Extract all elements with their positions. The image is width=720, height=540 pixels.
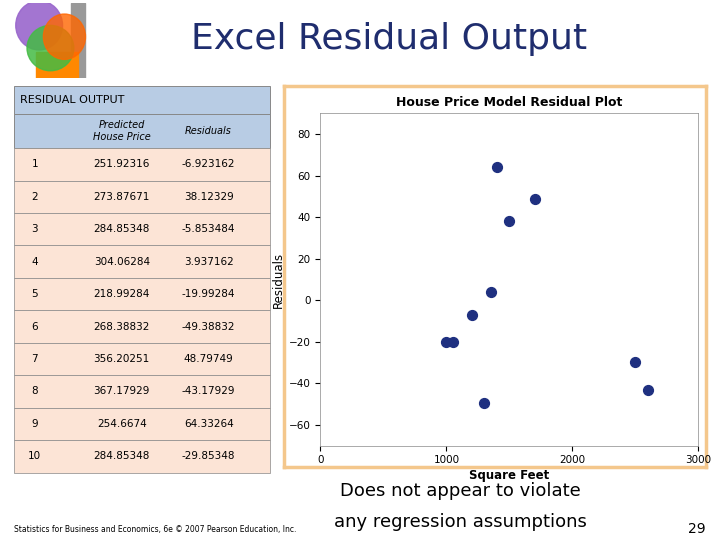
Text: 29: 29 bbox=[688, 522, 706, 536]
Text: 356.20251: 356.20251 bbox=[94, 354, 150, 364]
FancyBboxPatch shape bbox=[14, 408, 270, 440]
FancyBboxPatch shape bbox=[14, 440, 270, 472]
Text: 10: 10 bbox=[28, 451, 42, 461]
Point bbox=[642, 386, 654, 394]
FancyBboxPatch shape bbox=[14, 213, 270, 246]
FancyBboxPatch shape bbox=[14, 310, 270, 343]
Text: 7: 7 bbox=[32, 354, 38, 364]
Text: any regression assumptions: any regression assumptions bbox=[334, 513, 588, 531]
Ellipse shape bbox=[16, 1, 63, 50]
Text: RESIDUAL OUTPUT: RESIDUAL OUTPUT bbox=[19, 95, 124, 105]
Text: -43.17929: -43.17929 bbox=[182, 387, 235, 396]
FancyBboxPatch shape bbox=[14, 343, 270, 375]
Text: Residuals: Residuals bbox=[185, 126, 232, 136]
Text: 254.6674: 254.6674 bbox=[97, 419, 147, 429]
Text: 218.99284: 218.99284 bbox=[94, 289, 150, 299]
X-axis label: Square Feet: Square Feet bbox=[469, 469, 549, 482]
Text: 304.06284: 304.06284 bbox=[94, 256, 150, 267]
Text: 367.17929: 367.17929 bbox=[94, 387, 150, 396]
Text: 9: 9 bbox=[32, 419, 38, 429]
Point bbox=[441, 338, 452, 346]
Text: Does not appear to violate: Does not appear to violate bbox=[341, 482, 581, 500]
FancyBboxPatch shape bbox=[14, 114, 270, 148]
Text: 48.79749: 48.79749 bbox=[184, 354, 233, 364]
FancyBboxPatch shape bbox=[14, 375, 270, 408]
Text: -19.99284: -19.99284 bbox=[182, 289, 235, 299]
Bar bbox=[37, 52, 78, 78]
Point bbox=[466, 310, 477, 319]
FancyBboxPatch shape bbox=[14, 180, 270, 213]
FancyBboxPatch shape bbox=[14, 246, 270, 278]
Bar bbox=[71, 3, 85, 78]
Text: 268.38832: 268.38832 bbox=[94, 321, 150, 332]
Text: 284.85348: 284.85348 bbox=[94, 224, 150, 234]
FancyBboxPatch shape bbox=[14, 278, 270, 310]
Point bbox=[478, 399, 490, 407]
Text: 1: 1 bbox=[32, 159, 38, 170]
FancyBboxPatch shape bbox=[14, 86, 270, 114]
Text: 3: 3 bbox=[32, 224, 38, 234]
Text: 3.937162: 3.937162 bbox=[184, 256, 233, 267]
Point bbox=[485, 288, 496, 296]
Point bbox=[504, 217, 516, 225]
Text: -5.853484: -5.853484 bbox=[182, 224, 235, 234]
Text: Statistics for Business and Economics, 6e © 2007 Pearson Education, Inc.: Statistics for Business and Economics, 6… bbox=[14, 525, 297, 534]
Point bbox=[629, 358, 641, 367]
Y-axis label: Residuals: Residuals bbox=[271, 252, 284, 307]
Text: 64.33264: 64.33264 bbox=[184, 419, 233, 429]
Title: House Price Model Residual Plot: House Price Model Residual Plot bbox=[396, 97, 623, 110]
Point bbox=[491, 163, 503, 171]
Text: 5: 5 bbox=[32, 289, 38, 299]
Text: -49.38832: -49.38832 bbox=[182, 321, 235, 332]
Text: 2: 2 bbox=[32, 192, 38, 202]
Text: 38.12329: 38.12329 bbox=[184, 192, 233, 202]
Text: 4: 4 bbox=[32, 256, 38, 267]
Ellipse shape bbox=[43, 14, 86, 59]
Text: 251.92316: 251.92316 bbox=[94, 159, 150, 170]
Text: Predicted
House Price: Predicted House Price bbox=[93, 120, 150, 142]
Text: Excel Residual Output: Excel Residual Output bbox=[191, 22, 587, 56]
Point bbox=[528, 194, 540, 203]
Ellipse shape bbox=[27, 25, 74, 71]
FancyBboxPatch shape bbox=[14, 148, 270, 180]
Text: 284.85348: 284.85348 bbox=[94, 451, 150, 461]
Text: 273.87671: 273.87671 bbox=[94, 192, 150, 202]
Text: 8: 8 bbox=[32, 387, 38, 396]
Text: -6.923162: -6.923162 bbox=[182, 159, 235, 170]
Point bbox=[447, 338, 459, 346]
Text: -29.85348: -29.85348 bbox=[182, 451, 235, 461]
Text: 6: 6 bbox=[32, 321, 38, 332]
